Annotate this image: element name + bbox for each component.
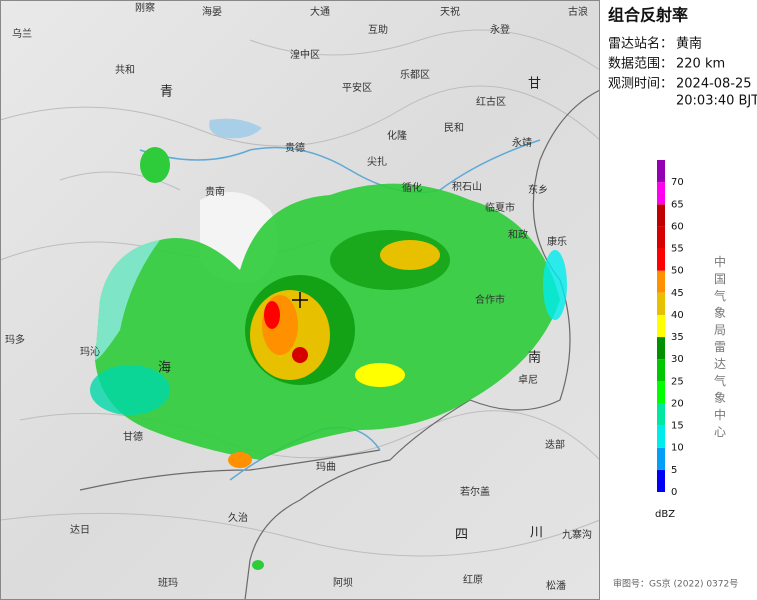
place-label: 互助: [368, 23, 388, 36]
radar-echo: [90, 147, 567, 570]
place-label: 循化: [402, 181, 422, 194]
legend-tick-label: 20: [671, 398, 684, 409]
legend-swatch: [657, 381, 665, 404]
legend-tick-label: 40: [671, 310, 684, 321]
place-label: 玛沁: [80, 346, 100, 358]
legend-swatch: [657, 403, 665, 426]
footer: 审图号：GS京 (2022) 0372号: [613, 578, 738, 590]
region-label: 甘: [528, 77, 541, 92]
legend-swatch: [657, 425, 665, 448]
panel-title: 组合反射率: [608, 6, 688, 25]
legend-tick-label: 25: [671, 376, 684, 387]
place-label: 积石山: [452, 181, 482, 193]
place-label: 永靖: [512, 136, 532, 149]
place-label: 永登: [490, 23, 510, 36]
place-label: 贵德: [285, 141, 305, 154]
legend-tick-label: 0: [671, 487, 677, 498]
place-label: 迭部: [545, 438, 565, 451]
place-label: 红古区: [476, 95, 506, 108]
place-label: 古浪: [568, 5, 588, 18]
boundaries: [79, 89, 601, 600]
place-label: 班玛: [158, 577, 178, 589]
info-label: 雷达站名：: [608, 36, 673, 52]
place-labels: 乌兰 刚察 海晏 大通 天祝 古浪 互助 永登 共和 湟中区 平安区 乐都区 红…: [5, 1, 592, 592]
place-label: 刚察: [135, 1, 155, 14]
place-label: 卓尼: [518, 374, 538, 386]
color-legend: 0 5 10 15 20 25 30 35 40 45 50 55 60 65 70: [657, 160, 684, 498]
legend-tick-label: 10: [671, 443, 684, 454]
place-label: 玛多: [5, 333, 25, 346]
place-label: 湟中区: [290, 48, 320, 61]
legend-tick-label: 65: [671, 199, 684, 210]
region-label: 南: [528, 350, 541, 366]
place-label: 九寨沟: [562, 528, 592, 541]
region-label: 青: [160, 85, 173, 100]
legend-tick-label: 5: [671, 465, 677, 476]
place-label: 合作市: [475, 293, 505, 306]
legend-tick-label: 35: [671, 332, 684, 343]
place-label: 临夏市: [485, 201, 515, 214]
legend-tick-label: 45: [671, 288, 684, 299]
info-value: 220 km: [676, 57, 725, 72]
place-label: 红原: [463, 573, 483, 586]
place-label: 贵南: [205, 185, 225, 198]
legend-tick-label: 30: [671, 354, 684, 365]
info-label: 数据范围：: [608, 57, 673, 72]
place-label: 天祝: [440, 5, 460, 18]
legend-tick-label: 50: [671, 266, 684, 277]
place-label: 乌兰: [12, 27, 32, 40]
legend-tick-label: 55: [671, 244, 684, 255]
info-label: 观测时间：: [608, 77, 673, 92]
legend-swatch: [657, 226, 665, 249]
place-label: 达日: [70, 524, 90, 536]
place-label: 民和: [444, 122, 464, 134]
agency-label: 中国气象局雷达气象中心: [714, 254, 726, 439]
radar-site-marker: [292, 292, 308, 308]
info-panel: [600, 0, 757, 600]
place-label: 东乡: [528, 183, 548, 196]
legend-swatch: [657, 292, 665, 315]
info-value: 2024-08-25: [676, 77, 752, 92]
legend-swatch: [657, 204, 665, 227]
legend-swatch: [657, 469, 665, 492]
place-label: 和政: [508, 228, 528, 241]
legend-unit: dBZ: [655, 509, 675, 520]
place-label: 化隆: [387, 129, 407, 142]
legend-swatch: [657, 359, 665, 382]
legend-swatch: [657, 447, 665, 470]
place-label: 若尔盖: [460, 485, 490, 498]
place-label: 阿坝: [333, 577, 353, 589]
place-label: 尖扎: [367, 155, 387, 168]
place-label: 玛曲: [316, 461, 336, 473]
region-label: 川: [530, 526, 543, 541]
legend-swatch: [657, 314, 665, 338]
legend-tick-label: 15: [671, 421, 684, 432]
legend-tick-label: 60: [671, 221, 684, 232]
place-label: 久治: [228, 511, 248, 524]
lake: [209, 118, 262, 139]
place-label: 大通: [310, 5, 330, 18]
place-label: 共和: [115, 64, 135, 76]
place-label: 海晏: [202, 5, 222, 18]
info-value: 20:03:40 BJT: [676, 94, 757, 109]
legend-swatch: [657, 160, 665, 183]
region-label: 海: [158, 361, 171, 376]
region-label: 四: [455, 528, 468, 543]
place-label: 康乐: [547, 235, 567, 248]
legend-swatch: [657, 270, 665, 293]
place-label: 平安区: [342, 81, 372, 94]
legend-swatch: [657, 248, 665, 271]
place-label: 松潘: [546, 579, 566, 592]
info-value: 黄南: [676, 36, 702, 52]
legend-swatch: [657, 337, 665, 360]
place-label: 甘德: [123, 430, 143, 443]
legend-tick-label: 70: [671, 177, 684, 188]
legend-swatch: [657, 182, 665, 205]
place-label: 乐都区: [400, 69, 430, 81]
